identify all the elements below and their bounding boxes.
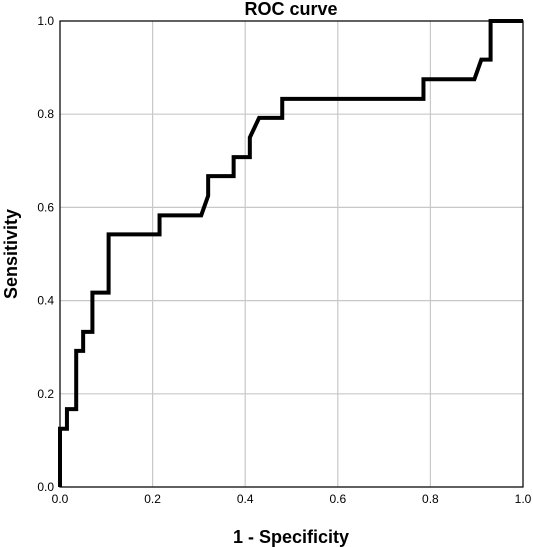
x-tick-label: 0.8 bbox=[422, 492, 439, 506]
y-tick-label: 1.0 bbox=[37, 14, 54, 28]
roc-curve-line bbox=[58, 19, 523, 487]
y-tick-label: 0.2 bbox=[37, 387, 54, 401]
x-tick-label: 0.4 bbox=[237, 492, 254, 506]
x-tick-label: 0.6 bbox=[329, 492, 346, 506]
x-tick-label: 0.0 bbox=[52, 492, 69, 506]
y-tick-label: 0.8 bbox=[37, 107, 54, 121]
tick-layer: 0.0 0.2 0.4 0.6 0.8 1.0 0.0 0.2 0.4 0.6 0.8 1.0 bbox=[37, 14, 531, 506]
y-tick-label: 0.6 bbox=[37, 200, 54, 214]
y-axis-label: Sensitivity bbox=[1, 209, 21, 299]
chart-title: ROC curve bbox=[244, 0, 337, 19]
plot-frame bbox=[59, 20, 524, 488]
x-tick-label: 0.2 bbox=[144, 492, 161, 506]
y-tick-label: 0.0 bbox=[37, 480, 54, 494]
y-tick-label: 0.4 bbox=[37, 294, 54, 308]
grid-layer bbox=[59, 20, 524, 488]
x-axis-label: 1 - Specificity bbox=[233, 527, 349, 547]
x-tick-label: 1.0 bbox=[515, 492, 532, 506]
